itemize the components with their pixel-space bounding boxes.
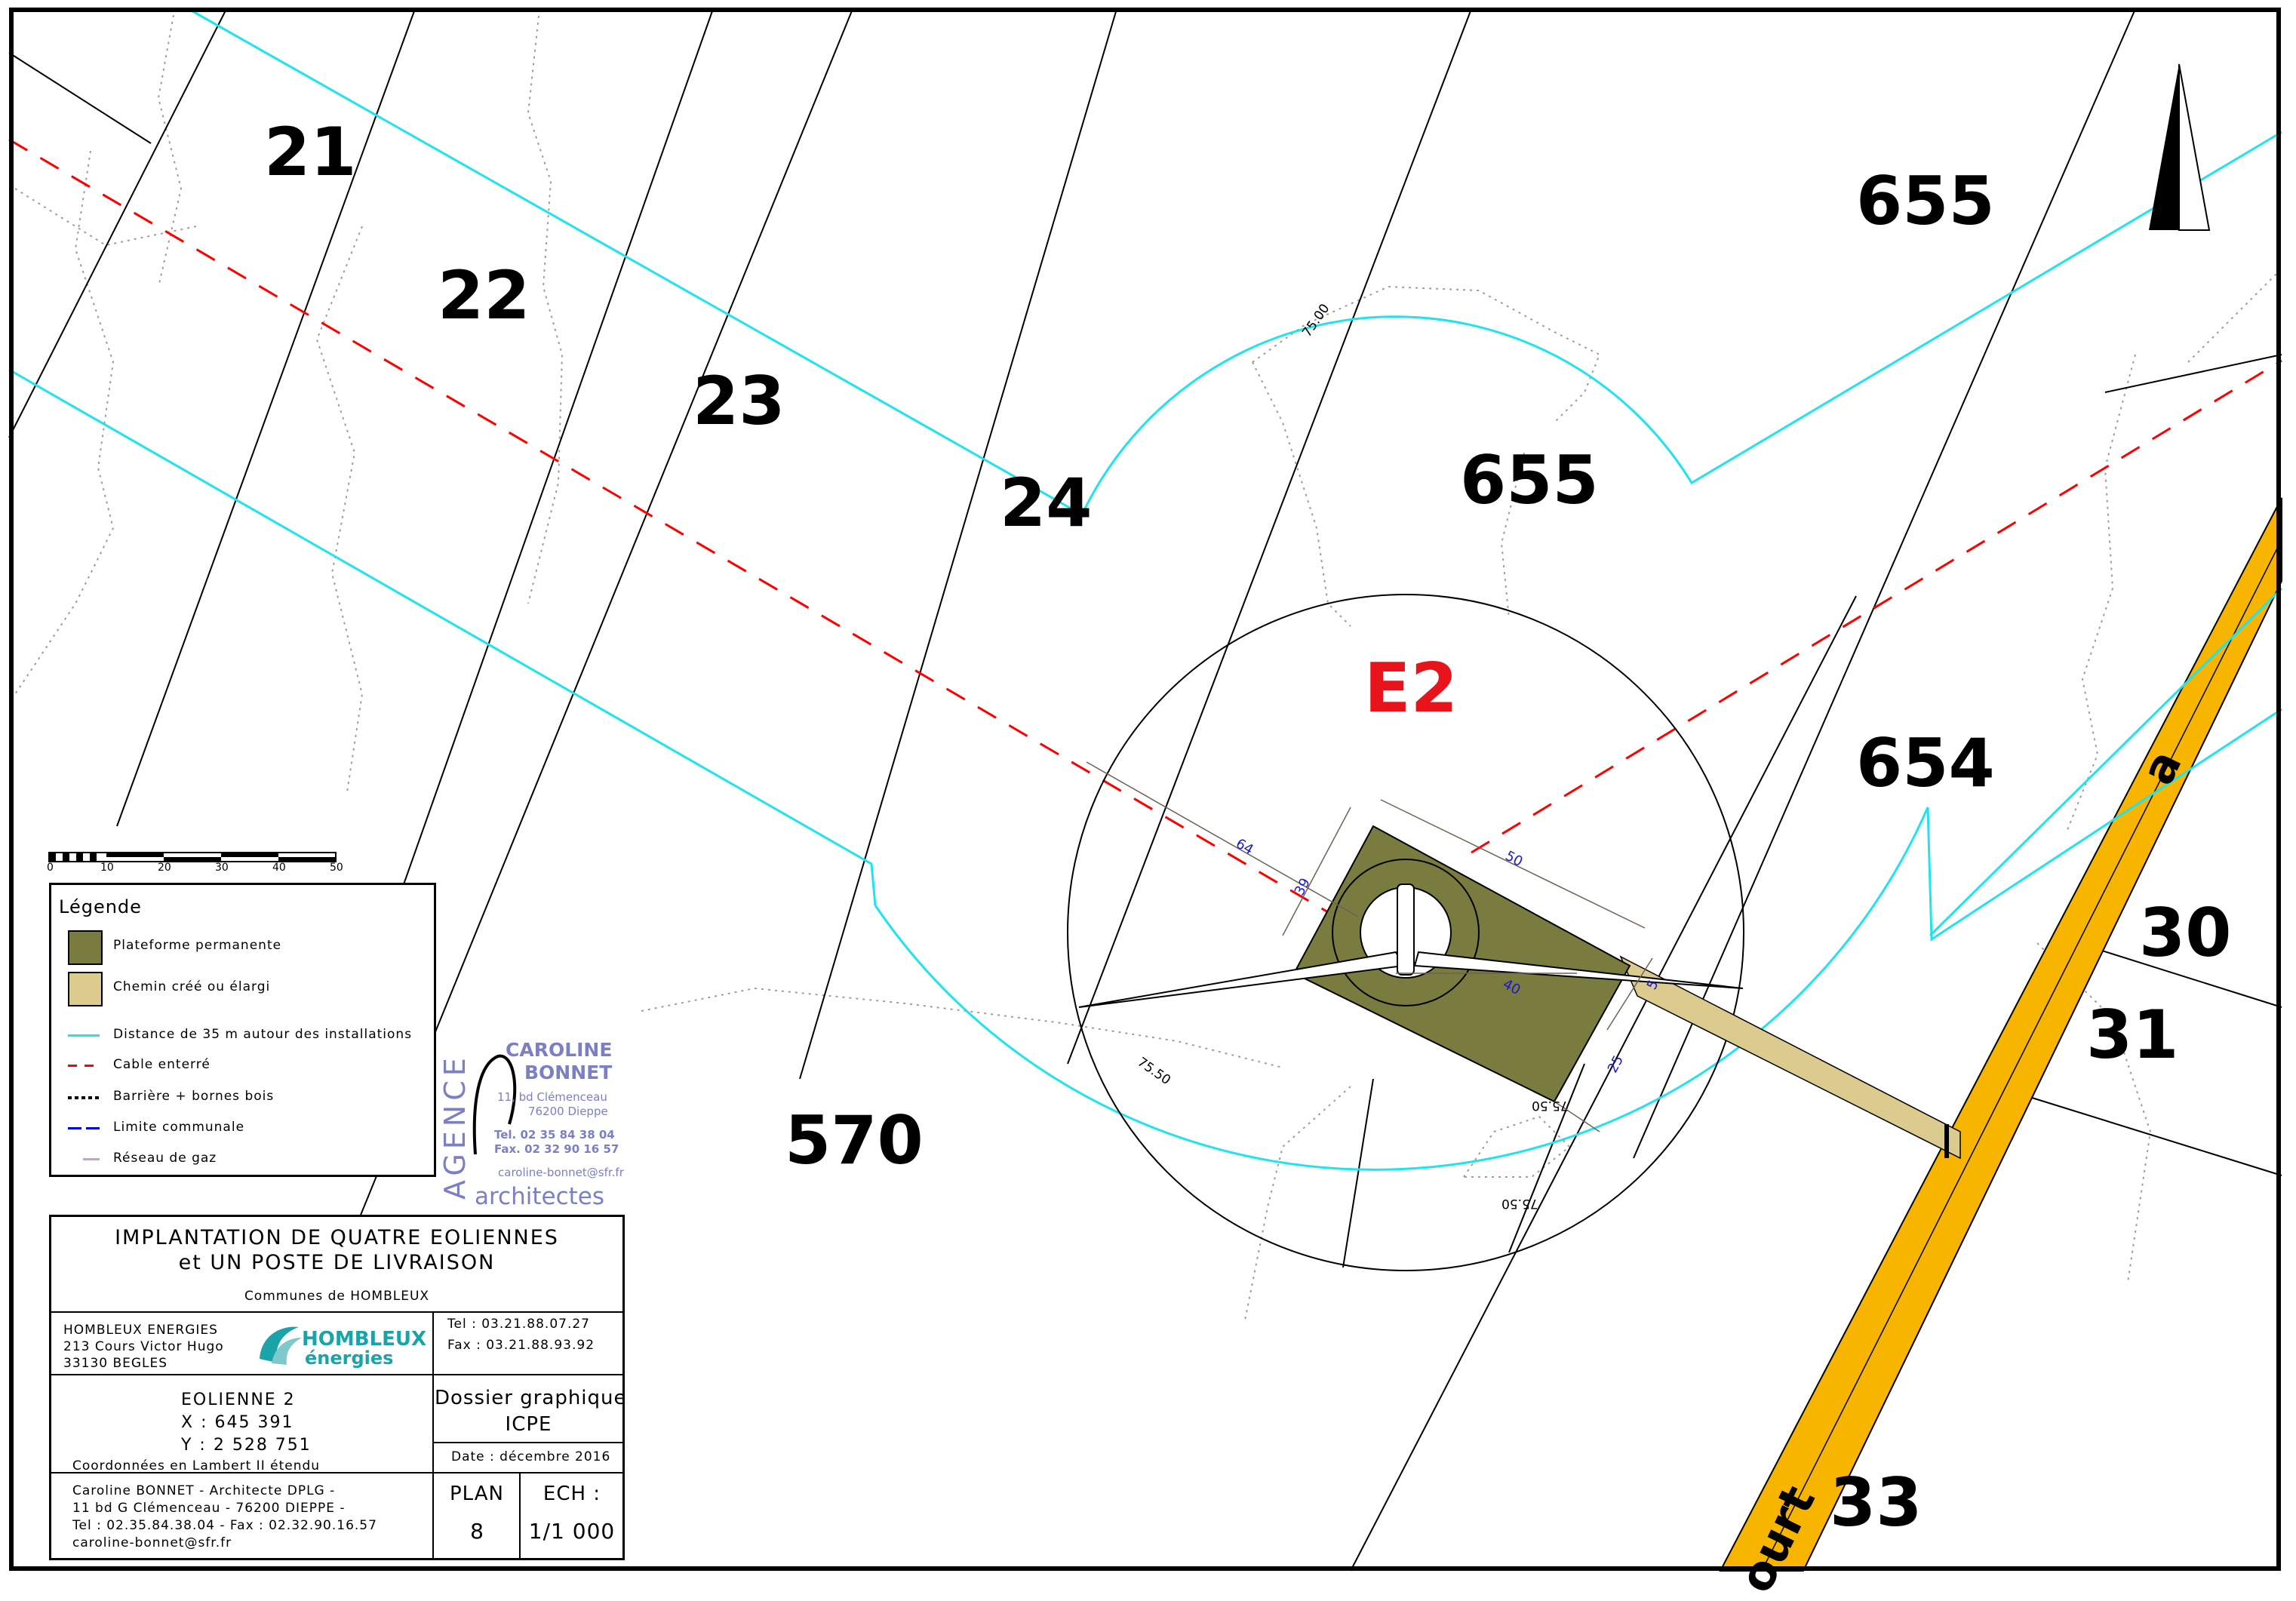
- coord-x: X : 645 391: [181, 1413, 294, 1432]
- legend-title: Légende: [59, 896, 142, 917]
- client-name: HOMBLEUX ENERGIES: [63, 1323, 218, 1338]
- distance-35m-lines: [8, 8, 2283, 1171]
- coord-system: Coordonnées en Lambert II étendu: [72, 1458, 321, 1473]
- legend-item-label: Cable enterré: [113, 1057, 211, 1072]
- terrain-lines: [14, 8, 2279, 1321]
- parcel-label: 570: [785, 1102, 924, 1179]
- title-line-2: et UN POSTE DE LIVRAISON: [178, 1251, 496, 1274]
- scale-value: 1/1 000: [528, 1519, 616, 1544]
- platform-swatch: [68, 930, 103, 965]
- parcel-label: 654: [1856, 724, 1995, 802]
- legend-item-label: Limite communale: [113, 1120, 245, 1135]
- gas-line-swatch: [83, 1158, 100, 1160]
- date: Date : décembre 2016: [451, 1449, 611, 1464]
- buried-cable: [8, 138, 2282, 945]
- hombleux-logo-line1: HOMBLEUX: [302, 1328, 427, 1351]
- architect-line-1: Caroline BONNET - Architecte DPLG -: [72, 1483, 336, 1498]
- access-path: [1619, 955, 1961, 1160]
- parcel-label: 33: [1830, 1464, 1923, 1541]
- coord-y: Y : 2 528 751: [181, 1436, 312, 1455]
- plan-label: PLAN: [450, 1483, 504, 1505]
- cable-line-swatch: [68, 1065, 100, 1067]
- scale-tick: 20: [158, 862, 171, 874]
- road: [1719, 497, 2282, 1572]
- legend-item-label: Plateforme permanente: [113, 938, 282, 953]
- dossier-line-1: Dossier graphique: [435, 1387, 627, 1409]
- scale-tick: 50: [330, 862, 343, 874]
- rotor-circle: [1067, 594, 1744, 1271]
- scale-bar-graphic: [48, 852, 337, 862]
- parcel-label: 21: [264, 113, 357, 191]
- dossier-line-2: ICPE: [505, 1413, 552, 1436]
- agency-logo: AGENCE CAROLINE BONNET 11, bd Clémenceau…: [438, 1030, 624, 1211]
- hombleux-logo-icon: [260, 1326, 302, 1365]
- distance-line-swatch: [68, 1034, 100, 1037]
- scale-tick: 0: [47, 862, 54, 874]
- parcel-boundaries: [8, 8, 2282, 1572]
- agency-tagline: architectes: [475, 1183, 605, 1210]
- parcel-label: 31: [2086, 996, 2179, 1074]
- parcel-label: 30: [2139, 894, 2232, 972]
- scale-tick: 10: [100, 862, 114, 874]
- parcel-label: 655: [1460, 441, 1599, 519]
- legend-item-label: Réseau de gaz: [113, 1151, 217, 1166]
- scale-label: ECH :: [542, 1483, 601, 1505]
- agency-fax: Fax. 02 32 90 16 57: [494, 1142, 619, 1156]
- client-tel: Tel : 03.21.88.07.27: [447, 1317, 590, 1332]
- plan-value: 8: [470, 1519, 484, 1544]
- parcel-label: 23: [693, 362, 785, 440]
- client-fax: Fax : 03.21.88.93.92: [447, 1338, 595, 1353]
- path-swatch: [68, 972, 103, 1006]
- agency-address-2: 76200 Dieppe: [528, 1105, 608, 1118]
- turbine-blades: [1078, 883, 1744, 1008]
- communes: Communes de HOMBLEUX: [244, 1289, 430, 1304]
- legend-item-label: Distance de 35 m autour des installation…: [113, 1027, 413, 1042]
- legend-item-label: Chemin créé ou élargi: [113, 979, 271, 994]
- agency-tel: Tel. 02 35 84 38 04: [494, 1128, 615, 1142]
- agency-vertical: AGENCE: [438, 1053, 472, 1200]
- eolienne-label: EOLIENNE 2: [181, 1391, 296, 1409]
- client-address-2: 33130 BEGLES: [63, 1356, 168, 1371]
- title-block: IMPLANTATION DE QUATRE EOLIENNES et UN P…: [49, 1215, 627, 1560]
- parcel-label: 22: [438, 257, 530, 334]
- agency-address-1: 11, bd Clémenceau: [497, 1090, 607, 1104]
- legend-box: Légende Plateforme permanente Chemin cré…: [49, 883, 436, 1177]
- hombleux-logo-line2: énergies: [305, 1347, 394, 1369]
- agency-swirl-icon: [472, 1054, 517, 1154]
- architect-line-2: 11 bd G Clémenceau - 76200 DIEPPE -: [72, 1501, 346, 1516]
- title-line-1: IMPLANTATION DE QUATRE EOLIENNES: [115, 1226, 559, 1249]
- agency-name-2: BONNET: [524, 1062, 613, 1083]
- client-address-1: 213 Cours Victor Hugo: [63, 1339, 224, 1354]
- legend-item-label: Barrière + bornes bois: [113, 1089, 275, 1104]
- parcel-label: 24: [1000, 464, 1093, 542]
- dimension-lines: [1086, 761, 1653, 1132]
- agency-name-1: CAROLINE: [506, 1039, 613, 1061]
- barrier-line-swatch: [68, 1096, 100, 1099]
- agency-email: caroline-bonnet@sfr.fr: [498, 1166, 624, 1179]
- architect-line-3: Tel : 02.35.84.38.04 - Fax : 02.32.90.16…: [72, 1518, 377, 1533]
- turbine-label: E2: [1364, 649, 1458, 728]
- architect-line-4: caroline-bonnet@sfr.fr: [72, 1535, 232, 1550]
- contour-label: 75.50: [1532, 1098, 1569, 1113]
- north-arrow-icon: [2149, 63, 2211, 231]
- commune-line-swatch: [68, 1127, 100, 1129]
- scale-tick: 40: [272, 862, 286, 874]
- scale-tick: 30: [215, 862, 229, 874]
- parcel-label: 655: [1856, 162, 1995, 240]
- contour-label: 75.50: [1501, 1196, 1538, 1211]
